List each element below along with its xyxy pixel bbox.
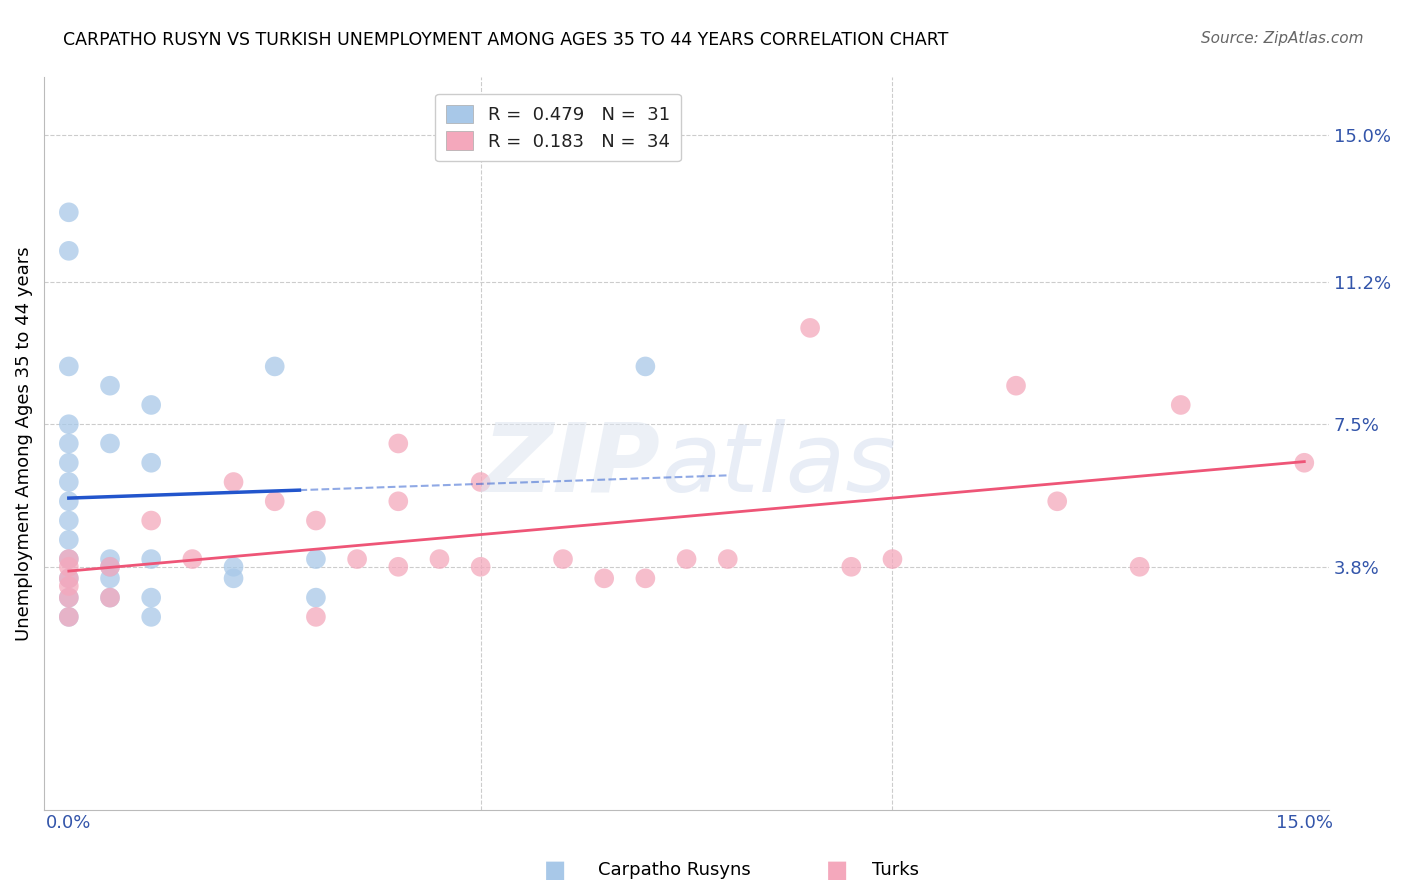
Legend: R =  0.479   N =  31, R =  0.183   N =  34: R = 0.479 N = 31, R = 0.183 N = 34 (436, 94, 681, 161)
Point (305, 591, 328, 605)
Point (470, 559, 492, 574)
Point (263, 359, 285, 374)
Point (58, 552, 80, 566)
Point (58, 610, 80, 624)
Point (141, 514, 163, 528)
Text: CARPATHO RUSYN VS TURKISH UNEMPLOYMENT AMONG AGES 35 TO 44 YEARS CORRELATION CHA: CARPATHO RUSYN VS TURKISH UNEMPLOYMENT A… (63, 31, 949, 49)
Point (141, 610, 163, 624)
Point (882, 552, 904, 566)
Text: ZIP: ZIP (484, 419, 661, 512)
Point (1005, 378, 1028, 392)
Point (634, 359, 657, 374)
Text: Turks: Turks (872, 861, 918, 879)
Point (98, 571, 121, 585)
Point (305, 610, 328, 624)
Point (98, 436, 121, 450)
Point (58, 244, 80, 258)
Point (58, 552, 80, 566)
Point (387, 436, 409, 450)
Point (675, 552, 697, 566)
Point (58, 494, 80, 508)
Point (387, 559, 409, 574)
Point (58, 571, 80, 585)
Point (222, 475, 245, 489)
Point (58, 475, 80, 489)
Point (222, 559, 245, 574)
Point (58, 514, 80, 528)
Point (470, 475, 492, 489)
Point (58, 559, 80, 574)
Point (387, 494, 409, 508)
Point (141, 398, 163, 412)
Point (141, 552, 163, 566)
Point (98, 559, 121, 574)
Point (58, 591, 80, 605)
Point (305, 552, 328, 566)
Point (839, 559, 862, 574)
Point (634, 571, 657, 585)
Point (141, 591, 163, 605)
Point (58, 205, 80, 219)
Point (1170, 398, 1192, 412)
Point (1129, 559, 1152, 574)
Point (429, 552, 451, 566)
Point (717, 552, 740, 566)
Text: ■: ■ (825, 858, 848, 881)
Point (58, 359, 80, 374)
Point (799, 321, 821, 335)
Point (58, 436, 80, 450)
Point (58, 456, 80, 470)
Text: ■: ■ (544, 858, 567, 881)
Point (58, 610, 80, 624)
Point (58, 417, 80, 432)
Text: Source: ZipAtlas.com: Source: ZipAtlas.com (1201, 31, 1364, 46)
Text: atlas: atlas (661, 419, 896, 512)
Point (181, 552, 204, 566)
Point (58, 591, 80, 605)
Point (141, 456, 163, 470)
Point (305, 514, 328, 528)
Point (1046, 494, 1069, 508)
Point (98, 591, 121, 605)
Point (58, 533, 80, 547)
Point (222, 571, 245, 585)
Point (58, 571, 80, 585)
Point (263, 494, 285, 508)
Point (98, 559, 121, 574)
Text: Carpatho Rusyns: Carpatho Rusyns (598, 861, 751, 879)
Point (593, 571, 616, 585)
Point (346, 552, 368, 566)
Point (98, 552, 121, 566)
Y-axis label: Unemployment Among Ages 35 to 44 years: Unemployment Among Ages 35 to 44 years (15, 246, 32, 640)
Point (98, 378, 121, 392)
Point (551, 552, 574, 566)
Point (98, 591, 121, 605)
Point (58, 579, 80, 593)
Point (1294, 456, 1316, 470)
